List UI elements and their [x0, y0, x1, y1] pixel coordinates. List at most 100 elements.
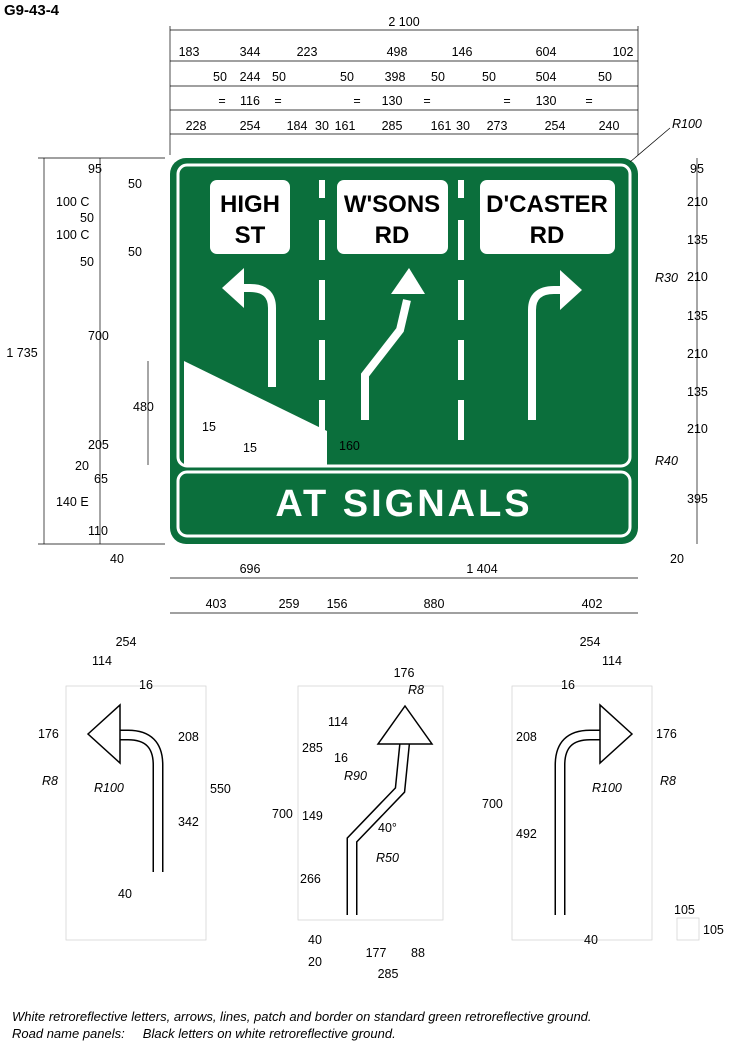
svg-text:R40: R40 — [655, 454, 678, 468]
sign-border-bottom — [176, 470, 632, 538]
svg-text:=: = — [274, 94, 281, 108]
svg-text:16: 16 — [139, 678, 153, 692]
svg-text:30: 30 — [456, 119, 470, 133]
svg-text:=: = — [353, 94, 360, 108]
svg-text:208: 208 — [178, 730, 199, 744]
svg-text:700: 700 — [272, 807, 293, 821]
svg-text:205: 205 — [88, 438, 109, 452]
svg-text:130: 130 — [536, 94, 557, 108]
svg-text:254: 254 — [545, 119, 566, 133]
svg-text:=: = — [585, 94, 592, 108]
bottom-dimensions: 696 1 404 403 259 156 880 402 — [170, 562, 638, 614]
panel-wsons-rd — [337, 180, 448, 254]
svg-text:95: 95 — [690, 162, 704, 176]
svg-text:160: 160 — [339, 439, 360, 453]
svg-text:210: 210 — [687, 347, 708, 361]
svg-text:R50: R50 — [376, 851, 399, 865]
svg-text:344: 344 — [240, 45, 261, 59]
svg-text:R8: R8 — [42, 774, 58, 788]
svg-text:210: 210 — [687, 270, 708, 284]
svg-text:40°: 40° — [378, 821, 397, 835]
svg-text:223: 223 — [297, 45, 318, 59]
panel-high-st — [210, 180, 290, 254]
svg-text:273: 273 — [487, 119, 508, 133]
svg-text:50: 50 — [340, 70, 354, 84]
svg-text:88: 88 — [411, 946, 425, 960]
panel-2-line-2: RD — [375, 222, 410, 249]
svg-text:40: 40 — [110, 552, 124, 566]
svg-text:R8: R8 — [408, 683, 424, 697]
svg-text:R100: R100 — [672, 117, 702, 131]
arrow-details: 254 114 16 176 R8 R100 208 550 342 40 17… — [38, 635, 724, 981]
svg-text:604: 604 — [536, 45, 557, 59]
svg-text:R8: R8 — [660, 774, 676, 788]
svg-text:R90: R90 — [344, 769, 367, 783]
panel-3-line-2: RD — [530, 222, 565, 249]
svg-text:15: 15 — [202, 420, 216, 434]
svg-text:50: 50 — [128, 177, 142, 191]
svg-text:50: 50 — [128, 245, 142, 259]
svg-text:110: 110 — [88, 524, 108, 538]
svg-text:285: 285 — [378, 967, 399, 981]
panel-2-line-1: W'SONS — [344, 191, 440, 218]
svg-text:20: 20 — [670, 552, 684, 566]
svg-text:504: 504 — [536, 70, 557, 84]
svg-text:176: 176 — [656, 727, 677, 741]
panel-3-line-1: D'CASTER — [486, 191, 608, 218]
svg-text:395: 395 — [687, 492, 708, 506]
svg-text:266: 266 — [300, 872, 321, 886]
svg-text:254: 254 — [580, 635, 601, 649]
svg-text:177: 177 — [366, 946, 387, 960]
banner-text: AT SIGNALS — [275, 483, 532, 525]
panel-1-line-1: HIGH — [220, 191, 280, 218]
svg-text:100 C: 100 C — [56, 195, 89, 209]
svg-text:50: 50 — [80, 211, 94, 225]
svg-text:700: 700 — [88, 329, 109, 343]
svg-text:149: 149 — [302, 809, 323, 823]
svg-text:102: 102 — [613, 45, 634, 59]
svg-text:100 C: 100 C — [56, 228, 89, 242]
panel-dcaster-rd — [480, 180, 615, 254]
svg-text:16: 16 — [334, 751, 348, 765]
svg-text:95: 95 — [88, 162, 102, 176]
svg-text:50: 50 — [482, 70, 496, 84]
footnote-line-2: Road name panels: Black letters on white… — [12, 1026, 396, 1041]
svg-text:=: = — [503, 94, 510, 108]
svg-text:184: 184 — [287, 119, 308, 133]
svg-text:480: 480 — [133, 400, 154, 414]
svg-text:146: 146 — [452, 45, 473, 59]
svg-text:20: 20 — [75, 459, 89, 473]
svg-text:402: 402 — [582, 597, 603, 611]
svg-text:254: 254 — [240, 119, 261, 133]
svg-text:240: 240 — [599, 119, 620, 133]
svg-text:398: 398 — [385, 70, 406, 84]
drawing: HIGH ST W'SONS RD D'CASTER RD AT SIGNALS… — [6, 15, 724, 981]
svg-text:50: 50 — [431, 70, 445, 84]
svg-text:105: 105 — [703, 923, 724, 937]
svg-text:15: 15 — [243, 441, 257, 455]
svg-text:183: 183 — [179, 45, 200, 59]
svg-text:1 404: 1 404 — [466, 562, 497, 576]
svg-text:700: 700 — [482, 797, 503, 811]
svg-text:1 735: 1 735 — [6, 346, 37, 360]
svg-text:30: 30 — [315, 119, 329, 133]
svg-text:2 100: 2 100 — [388, 15, 419, 29]
svg-text:40: 40 — [308, 933, 322, 947]
panel-1-line-2: ST — [235, 222, 266, 249]
svg-text:16: 16 — [561, 678, 575, 692]
svg-text:880: 880 — [424, 597, 445, 611]
top-dimensions: 2 100 183 344 223 498 146 604 102 50 244… — [169, 15, 702, 163]
left-dimensions: 1 735 95 50 100 C 50 100 C 50 50 700 480… — [6, 157, 360, 566]
svg-text:R100: R100 — [592, 781, 622, 795]
svg-text:50: 50 — [272, 70, 286, 84]
svg-text:210: 210 — [687, 195, 708, 209]
sign: HIGH ST W'SONS RD D'CASTER RD AT SIGNALS — [170, 158, 638, 544]
svg-text:140 E: 140 E — [56, 495, 89, 509]
svg-text:40: 40 — [584, 933, 598, 947]
svg-text:161: 161 — [335, 119, 356, 133]
svg-text:176: 176 — [394, 666, 415, 680]
svg-text:40: 40 — [118, 887, 132, 901]
svg-text:285: 285 — [302, 741, 323, 755]
svg-text:R100: R100 — [94, 781, 124, 795]
left-arrow-icon — [236, 284, 276, 387]
